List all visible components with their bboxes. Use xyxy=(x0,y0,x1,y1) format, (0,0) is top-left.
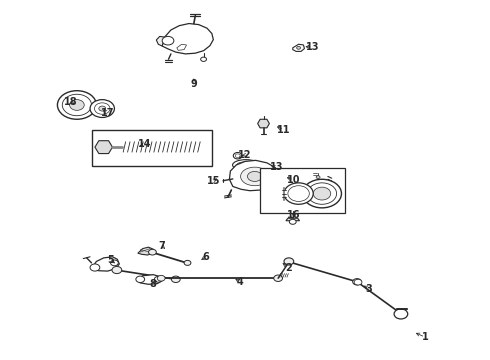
Circle shape xyxy=(235,154,240,157)
Text: 8: 8 xyxy=(149,279,156,289)
Circle shape xyxy=(353,279,362,285)
Polygon shape xyxy=(286,218,299,221)
Circle shape xyxy=(289,219,296,224)
Circle shape xyxy=(201,57,206,62)
Text: 10: 10 xyxy=(287,175,300,185)
Circle shape xyxy=(172,276,180,283)
Ellipse shape xyxy=(233,159,259,170)
Polygon shape xyxy=(162,23,213,54)
Text: 3: 3 xyxy=(366,284,372,294)
Ellipse shape xyxy=(247,171,262,181)
Text: 14: 14 xyxy=(138,139,152,149)
Text: 11: 11 xyxy=(277,125,291,135)
Ellipse shape xyxy=(241,167,269,186)
Circle shape xyxy=(136,276,145,283)
Text: 18: 18 xyxy=(64,97,78,107)
Circle shape xyxy=(162,36,174,45)
Polygon shape xyxy=(258,119,270,128)
Circle shape xyxy=(99,106,106,111)
Text: 15: 15 xyxy=(207,176,220,186)
Text: 9: 9 xyxy=(191,78,197,89)
Text: 7: 7 xyxy=(159,241,166,251)
Circle shape xyxy=(112,266,122,274)
Polygon shape xyxy=(92,257,119,271)
Polygon shape xyxy=(293,44,304,51)
Polygon shape xyxy=(229,160,278,191)
Circle shape xyxy=(90,100,115,117)
Circle shape xyxy=(184,260,191,265)
Polygon shape xyxy=(138,247,153,255)
Circle shape xyxy=(284,183,313,204)
Circle shape xyxy=(288,186,309,202)
Circle shape xyxy=(313,187,331,200)
Circle shape xyxy=(57,91,97,119)
Circle shape xyxy=(90,264,100,271)
Circle shape xyxy=(316,176,320,179)
Circle shape xyxy=(354,279,362,285)
Bar xyxy=(260,168,345,213)
Text: 13: 13 xyxy=(305,42,319,52)
Polygon shape xyxy=(177,44,187,50)
Ellipse shape xyxy=(237,162,255,168)
Text: 5: 5 xyxy=(108,255,114,265)
Circle shape xyxy=(307,183,337,204)
Text: 12: 12 xyxy=(238,150,252,160)
Text: 6: 6 xyxy=(203,252,209,262)
Text: 1: 1 xyxy=(422,332,429,342)
Circle shape xyxy=(233,153,242,159)
Circle shape xyxy=(111,260,118,266)
Text: 2: 2 xyxy=(286,262,292,273)
Circle shape xyxy=(284,258,294,265)
Circle shape xyxy=(394,309,408,319)
Polygon shape xyxy=(95,141,113,154)
Text: 17: 17 xyxy=(101,108,114,118)
Circle shape xyxy=(302,179,342,208)
Circle shape xyxy=(95,103,110,114)
Text: 16: 16 xyxy=(287,210,300,220)
Bar xyxy=(92,130,212,166)
Polygon shape xyxy=(137,275,162,284)
Circle shape xyxy=(148,249,156,255)
Circle shape xyxy=(274,275,283,282)
Circle shape xyxy=(154,276,162,282)
Text: 13: 13 xyxy=(270,162,283,172)
Polygon shape xyxy=(156,36,165,46)
Circle shape xyxy=(70,100,84,111)
Circle shape xyxy=(62,94,92,116)
Text: 4: 4 xyxy=(237,277,244,287)
Circle shape xyxy=(157,275,165,281)
Circle shape xyxy=(296,46,300,49)
